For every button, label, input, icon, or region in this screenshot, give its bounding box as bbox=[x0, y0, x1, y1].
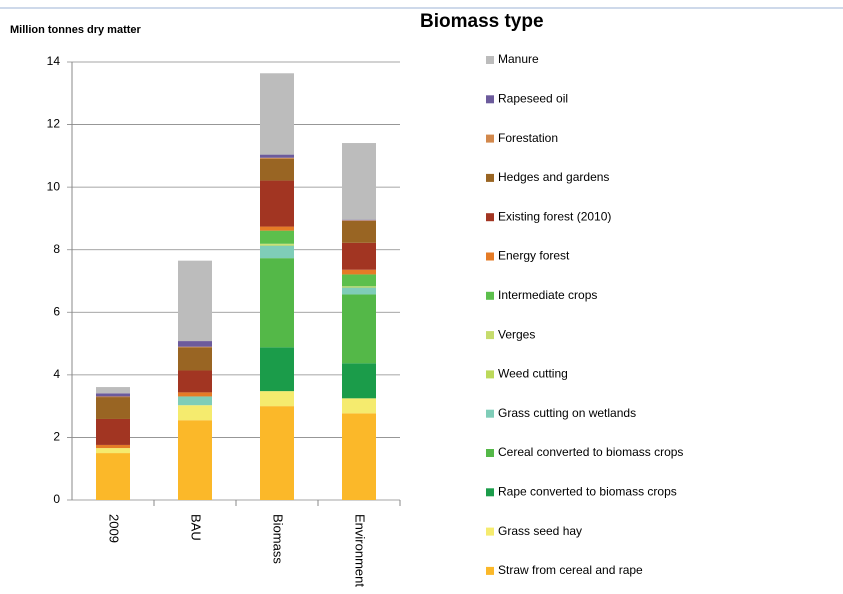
bar-segment bbox=[96, 387, 130, 394]
legend-label: Grass cutting on wetlands bbox=[498, 406, 636, 420]
legend-label: Hedges and gardens bbox=[498, 170, 609, 184]
bar-segment bbox=[178, 341, 212, 347]
bar-segment bbox=[260, 391, 294, 407]
legend-swatch bbox=[486, 449, 494, 457]
legend-swatch bbox=[486, 527, 494, 536]
y-tick-label: 8 bbox=[53, 242, 60, 256]
bar-segment bbox=[260, 226, 294, 231]
bar-segment bbox=[178, 347, 212, 371]
y-tick-label: 0 bbox=[53, 492, 60, 506]
y-axis-label: Million tonnes dry matter bbox=[10, 24, 142, 36]
legend-swatch bbox=[486, 213, 494, 222]
x-tick-label: 2009 bbox=[107, 514, 122, 543]
bar-segment bbox=[178, 392, 212, 397]
bar-segment bbox=[260, 157, 294, 159]
bar-segment bbox=[96, 396, 130, 398]
bar-segment bbox=[342, 413, 376, 500]
bar-segment bbox=[96, 444, 130, 449]
bar-segment bbox=[260, 243, 294, 245]
bar-segment bbox=[96, 397, 130, 419]
bar-segment bbox=[178, 370, 212, 393]
bar-segment bbox=[96, 418, 130, 445]
bar-segment bbox=[260, 245, 294, 259]
bar-segment bbox=[342, 294, 376, 364]
legend-label: Rape converted to biomass crops bbox=[498, 484, 677, 498]
y-tick-label: 4 bbox=[53, 367, 60, 381]
bar-segment bbox=[342, 286, 376, 288]
bar-segment bbox=[178, 396, 212, 406]
bar-segment bbox=[178, 420, 212, 500]
legend-label: Energy forest bbox=[498, 249, 570, 263]
y-tick-label: 10 bbox=[47, 179, 61, 193]
bar-segment bbox=[342, 220, 376, 243]
bar-segment bbox=[178, 346, 212, 348]
bar-segment bbox=[342, 220, 376, 221]
x-tick-label: BAU bbox=[189, 514, 204, 541]
legend-label: Intermediate crops bbox=[498, 288, 597, 302]
legend-swatch bbox=[486, 370, 494, 379]
y-tick-label: 12 bbox=[47, 117, 61, 131]
legend-swatch bbox=[486, 291, 494, 300]
legend-swatch bbox=[486, 95, 494, 104]
bar-segment bbox=[178, 260, 212, 342]
y-tick-label: 6 bbox=[53, 304, 60, 318]
legend-label: Existing forest (2010) bbox=[498, 209, 611, 223]
legend-label: Weed cutting bbox=[498, 367, 568, 381]
bar-segment bbox=[260, 244, 294, 246]
bar-segment bbox=[260, 73, 294, 155]
bar-segment bbox=[260, 258, 294, 348]
legend-label: Grass seed hay bbox=[498, 524, 582, 538]
legend-label: Manure bbox=[498, 52, 539, 66]
bar-segment bbox=[260, 406, 294, 500]
legend-label: Forestation bbox=[498, 131, 558, 145]
bar-segment bbox=[342, 363, 376, 399]
bar-segment bbox=[342, 287, 376, 295]
legend-swatch bbox=[486, 409, 494, 418]
legend-swatch bbox=[486, 173, 494, 182]
legend-label: Straw from cereal and rape bbox=[498, 563, 643, 577]
y-tick-label: 14 bbox=[47, 54, 61, 68]
legend-swatch bbox=[486, 134, 494, 143]
bar-segment bbox=[342, 143, 376, 220]
bar-segment bbox=[342, 274, 376, 287]
legend-swatch bbox=[486, 56, 494, 64]
bar-segment bbox=[260, 347, 294, 392]
bar-segment bbox=[178, 405, 212, 421]
bar-segment bbox=[342, 242, 376, 270]
legend-label: Verges bbox=[498, 327, 535, 341]
x-tick-label: Environment bbox=[353, 514, 368, 587]
bar-segment bbox=[260, 154, 294, 158]
legend-label: Rapeseed oil bbox=[498, 91, 568, 105]
bar-segment bbox=[342, 269, 376, 275]
y-tick-label: 2 bbox=[53, 430, 60, 444]
bar-segment bbox=[342, 219, 376, 221]
bar-segment bbox=[342, 286, 376, 287]
legend-swatch bbox=[486, 566, 494, 575]
bar-segment bbox=[96, 448, 130, 454]
bar-segment bbox=[260, 158, 294, 181]
bar-segment bbox=[260, 230, 294, 244]
bar-segment bbox=[96, 393, 130, 397]
legend-swatch bbox=[486, 488, 494, 497]
legend-label: Cereal converted to biomass crops bbox=[498, 445, 683, 459]
bar-segment bbox=[342, 398, 376, 414]
bar-segment bbox=[96, 453, 130, 500]
x-tick-label: Biomass bbox=[271, 514, 286, 564]
legend-swatch bbox=[486, 331, 494, 340]
bar-segment bbox=[260, 180, 294, 227]
chart-title: Biomass type bbox=[420, 11, 544, 32]
legend-swatch bbox=[486, 252, 494, 261]
